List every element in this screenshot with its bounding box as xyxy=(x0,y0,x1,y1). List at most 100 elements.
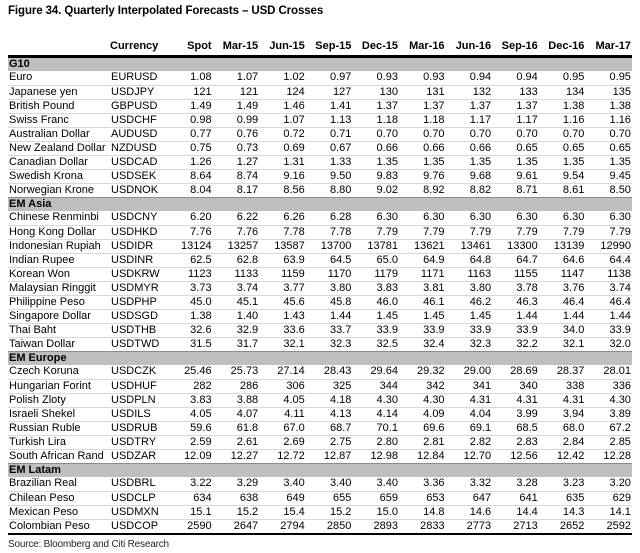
value-cell: 3.73 xyxy=(166,280,213,295)
value-cell: 0.70 xyxy=(398,126,446,141)
table-row: Swedish Krona USDSEK 8.64 8.74 9.16 9.50 9.83 9… xyxy=(8,168,632,183)
value-cell: 2.82 xyxy=(445,434,493,449)
table-row: Colombian Peso USDCOP 2590 2647 2794 2850 2893… xyxy=(8,518,632,535)
value-cell: 64.6 xyxy=(538,252,586,267)
value-cell: 0.94 xyxy=(516,71,538,84)
value-cell: 4.13 xyxy=(305,406,353,421)
value-cell: 2.83 xyxy=(492,434,539,449)
value-cell: 8.64 xyxy=(166,168,213,183)
value-cell: 1.33 xyxy=(305,154,353,169)
column-header: Currency xyxy=(110,40,159,52)
value-cell: 64.8 xyxy=(445,252,493,267)
value-cell: 45.1 xyxy=(212,294,260,309)
currency-name: Colombian Peso xyxy=(8,518,110,535)
value-cell: 3.22 xyxy=(190,477,212,490)
value-cell: 1.13 xyxy=(305,112,353,127)
value-cell: 14.3 xyxy=(538,504,586,519)
value-cell: 7.76 xyxy=(212,224,260,239)
value-cell: 1.18 xyxy=(352,112,399,127)
value-cell: 8.17 xyxy=(212,182,260,197)
table-row: Hong Kong Dollar USDHKD 7.76 7.76 7.78 7.78 7.… xyxy=(8,224,632,239)
value-cell: 1.17 xyxy=(445,112,493,127)
table-row: Canadian Dollar USDCAD 1.26 1.27 1.31 1.33 1.3… xyxy=(8,154,632,169)
column-header: Sep-15 xyxy=(315,40,352,52)
value-cell: 8.92 xyxy=(398,182,446,197)
currency-name: Japanese yen xyxy=(8,84,110,99)
value-cell: 0.70 xyxy=(538,126,586,141)
value-cell: 634 xyxy=(166,490,213,505)
column-header: Mar-15 xyxy=(222,40,259,52)
table-row: Japanese yen USDJPY 121 121 124 127 130 131 132 1… xyxy=(8,84,632,99)
value-cell: 0.75 xyxy=(166,140,213,155)
value-cell: 2592 xyxy=(585,518,632,535)
value-cell: 13621 xyxy=(398,238,446,253)
currency-name: Hungarian Forint xyxy=(8,378,110,393)
value-cell: 3.32 xyxy=(469,477,492,490)
value-cell: 68.0 xyxy=(538,420,586,435)
value-cell: 3.76 xyxy=(538,280,586,295)
currency-name: Polish Zloty xyxy=(8,392,110,407)
value-cell: 1.08 xyxy=(190,71,212,84)
value-cell: 0.70 xyxy=(585,126,632,141)
value-cell: 655 xyxy=(305,490,353,505)
value-cell: 3.20 xyxy=(609,477,631,490)
value-cell: 12.98 xyxy=(352,448,399,463)
value-cell: 0.70 xyxy=(352,126,399,141)
value-cell: 1.44 xyxy=(538,308,586,323)
value-cell: 3.88 xyxy=(212,392,260,407)
value-cell: 1.45 xyxy=(398,308,446,323)
table-row: Brazilian Real USDBRL 3.22 3.29 3.40 3.40 3.40… xyxy=(8,477,632,491)
currency-name: Swedish Krona xyxy=(8,168,110,183)
currency-name: Korean Won xyxy=(8,266,110,281)
value-cell: 3.40 xyxy=(376,477,398,490)
value-cell: 33.9 xyxy=(445,322,493,337)
currency-code: AUDUSD xyxy=(110,126,166,141)
table-header: Currency Spot Mar-15 Jun-15 Sep-15 Dec-15 Mar-… xyxy=(8,40,632,57)
value-cell: 1.45 xyxy=(352,308,399,323)
value-cell: 33.9 xyxy=(585,322,632,337)
currency-name: Turkish Lira xyxy=(8,434,110,449)
value-cell: 9.16 xyxy=(259,168,306,183)
value-cell: 7.79 xyxy=(585,224,632,239)
value-cell: 8.04 xyxy=(166,182,213,197)
value-cell: 13700 xyxy=(305,238,353,253)
value-cell: 9.45 xyxy=(585,168,632,183)
value-cell: 2590 xyxy=(166,518,213,535)
value-cell: 64.7 xyxy=(492,252,539,267)
value-cell: 12.42 xyxy=(538,448,586,463)
value-cell: 67.2 xyxy=(585,420,632,435)
value-cell: 14.8 xyxy=(398,504,446,519)
value-cell: 1.16 xyxy=(585,112,632,127)
value-cell: 69.1 xyxy=(445,420,493,435)
value-cell: 133 xyxy=(492,84,539,99)
value-cell: 15.0 xyxy=(352,504,399,519)
value-cell: 8.71 xyxy=(492,182,539,197)
value-cell: 32.4 xyxy=(398,336,446,351)
value-cell: 3.89 xyxy=(585,406,632,421)
currency-name: Czech Koruna xyxy=(9,365,79,378)
section-header: EM Latam xyxy=(8,462,632,477)
value-cell: 306 xyxy=(259,378,306,393)
value-cell: 2.61 xyxy=(212,434,260,449)
currency-code: USDTRY xyxy=(110,434,166,449)
value-cell: 13124 xyxy=(166,238,213,253)
value-cell: 1159 xyxy=(259,266,306,281)
value-cell: 3.80 xyxy=(305,280,353,295)
value-cell: 67.0 xyxy=(259,420,306,435)
value-cell: 0.99 xyxy=(212,112,260,127)
value-cell: 7.79 xyxy=(445,224,493,239)
value-cell: 1170 xyxy=(305,266,353,281)
value-cell: 629 xyxy=(585,490,632,505)
value-cell: 33.6 xyxy=(259,322,306,337)
column-header: Sep-16 xyxy=(501,40,538,52)
value-cell: 1.38 xyxy=(166,308,213,323)
table-row: Euro EURUSD 1.08 1.07 1.02 0.97 0.93 0.93 0.94 0.… xyxy=(8,71,632,85)
value-cell: 4.31 xyxy=(445,392,493,407)
value-cell: 12.70 xyxy=(445,448,493,463)
value-cell: 4.14 xyxy=(352,406,399,421)
value-cell: 659 xyxy=(352,490,399,505)
value-cell: 7.78 xyxy=(259,224,306,239)
value-cell: 6.30 xyxy=(376,211,398,224)
value-cell: 0.65 xyxy=(538,140,586,155)
